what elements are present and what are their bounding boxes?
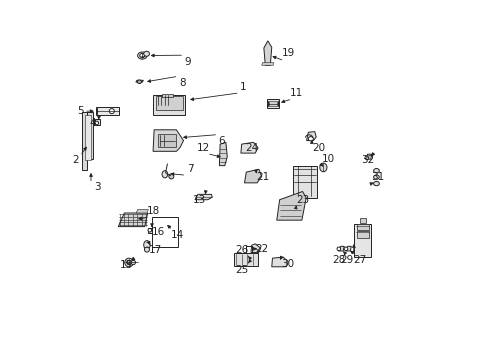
Text: 22: 22 bbox=[255, 244, 268, 254]
Ellipse shape bbox=[148, 228, 151, 232]
Text: 11: 11 bbox=[289, 88, 302, 98]
Text: 16: 16 bbox=[151, 228, 165, 237]
Text: 12: 12 bbox=[196, 143, 209, 153]
Ellipse shape bbox=[373, 175, 379, 179]
Ellipse shape bbox=[140, 53, 144, 58]
Ellipse shape bbox=[373, 181, 379, 186]
Text: 21: 21 bbox=[255, 172, 268, 182]
Ellipse shape bbox=[364, 156, 368, 159]
Ellipse shape bbox=[137, 52, 147, 59]
Bar bbox=[292, 166, 316, 198]
Text: 23: 23 bbox=[295, 195, 308, 206]
Polygon shape bbox=[136, 210, 148, 213]
Ellipse shape bbox=[336, 247, 340, 251]
Ellipse shape bbox=[144, 247, 149, 252]
Polygon shape bbox=[250, 244, 260, 252]
Text: 15: 15 bbox=[120, 260, 133, 270]
Bar bbox=[158, 134, 175, 147]
Polygon shape bbox=[366, 154, 371, 159]
Polygon shape bbox=[85, 116, 91, 160]
Bar bbox=[152, 217, 178, 247]
Text: 30: 30 bbox=[281, 259, 293, 269]
Ellipse shape bbox=[319, 163, 326, 172]
Text: 24: 24 bbox=[244, 143, 258, 153]
Text: 7: 7 bbox=[186, 163, 193, 174]
Polygon shape bbox=[306, 132, 316, 140]
Ellipse shape bbox=[131, 260, 135, 265]
Ellipse shape bbox=[124, 258, 133, 267]
Polygon shape bbox=[244, 169, 261, 183]
Text: 10: 10 bbox=[322, 154, 335, 164]
Polygon shape bbox=[118, 213, 147, 226]
Text: 6: 6 bbox=[218, 136, 225, 146]
Text: 3: 3 bbox=[94, 182, 101, 192]
Bar bbox=[96, 107, 119, 115]
Bar bbox=[153, 95, 185, 114]
Polygon shape bbox=[345, 246, 351, 251]
Text: 28: 28 bbox=[331, 255, 345, 265]
Bar bbox=[147, 228, 152, 233]
Text: 8: 8 bbox=[179, 78, 185, 88]
Text: 29: 29 bbox=[340, 255, 353, 265]
Text: 18: 18 bbox=[146, 206, 160, 216]
Bar bbox=[356, 231, 368, 238]
Bar bbox=[162, 94, 172, 97]
Ellipse shape bbox=[137, 80, 142, 84]
Ellipse shape bbox=[162, 171, 167, 178]
Bar bbox=[353, 225, 371, 257]
Text: 31: 31 bbox=[370, 172, 384, 182]
Text: 1: 1 bbox=[240, 82, 246, 92]
Polygon shape bbox=[241, 142, 258, 153]
Polygon shape bbox=[219, 142, 227, 166]
Bar bbox=[267, 99, 278, 108]
Ellipse shape bbox=[126, 260, 131, 265]
Text: 27: 27 bbox=[353, 255, 366, 265]
Ellipse shape bbox=[373, 168, 379, 173]
Polygon shape bbox=[195, 194, 212, 200]
Ellipse shape bbox=[168, 174, 174, 179]
Polygon shape bbox=[271, 257, 287, 267]
Text: 14: 14 bbox=[170, 230, 183, 239]
Bar bbox=[268, 100, 277, 106]
Ellipse shape bbox=[95, 121, 99, 125]
Bar bbox=[234, 253, 258, 266]
Text: 2: 2 bbox=[72, 155, 79, 165]
Polygon shape bbox=[153, 130, 183, 151]
Ellipse shape bbox=[143, 51, 149, 56]
Bar bbox=[359, 219, 366, 224]
Polygon shape bbox=[136, 80, 143, 82]
Bar bbox=[356, 225, 368, 230]
Ellipse shape bbox=[308, 136, 313, 141]
Text: 19: 19 bbox=[281, 48, 294, 58]
Bar bbox=[95, 119, 100, 125]
Text: 26: 26 bbox=[235, 244, 248, 255]
Ellipse shape bbox=[109, 109, 114, 114]
Text: 25: 25 bbox=[235, 265, 248, 275]
Text: 20: 20 bbox=[311, 143, 324, 153]
Polygon shape bbox=[338, 246, 344, 251]
Text: 4: 4 bbox=[89, 118, 96, 128]
Text: 5: 5 bbox=[77, 106, 83, 116]
Text: 32: 32 bbox=[360, 154, 373, 165]
Polygon shape bbox=[261, 63, 273, 65]
Polygon shape bbox=[276, 192, 305, 220]
Text: 9: 9 bbox=[184, 57, 191, 67]
Ellipse shape bbox=[344, 247, 347, 251]
Text: 17: 17 bbox=[149, 244, 162, 255]
Bar bbox=[155, 96, 182, 110]
Polygon shape bbox=[264, 41, 271, 65]
Text: 13: 13 bbox=[192, 195, 205, 206]
Polygon shape bbox=[82, 112, 93, 170]
Ellipse shape bbox=[143, 240, 150, 249]
